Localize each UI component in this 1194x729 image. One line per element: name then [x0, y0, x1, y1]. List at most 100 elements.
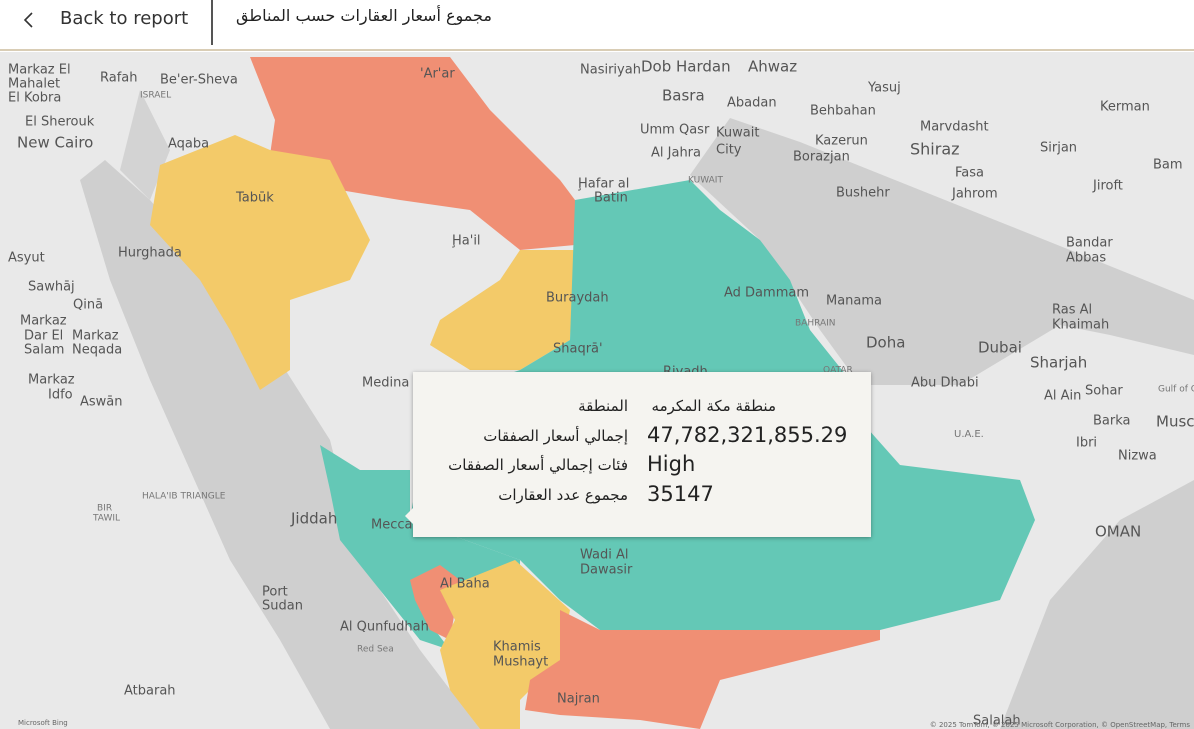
tooltip-label: فئات إجمالي أسعار الصفقات: [448, 456, 628, 474]
map-label: Ahwaz: [748, 58, 797, 76]
map-label: Najran: [557, 692, 600, 707]
map-label: Khaimah: [1052, 318, 1109, 333]
map-label: El Kobra: [8, 91, 61, 106]
map-label: Salalah: [973, 714, 1021, 729]
map-label: Dob Hardan: [641, 58, 731, 76]
chevron-icon: [23, 12, 33, 28]
map-label: Mushayt: [493, 655, 548, 670]
map-label: Ibri: [1076, 436, 1097, 451]
back-label: Back to report: [60, 8, 189, 29]
map-label: Neqada: [72, 343, 122, 358]
map-label: Jiroft: [1092, 179, 1123, 194]
map-label: Marvdasht: [920, 120, 989, 135]
tooltip-label: مجموع عدد العقارات: [498, 485, 628, 504]
map-label: Markaz: [72, 329, 119, 344]
map-label: Markaz El: [8, 63, 71, 78]
arabian-sea: [1000, 480, 1194, 729]
tooltip: المنطقة منطقة مكة المكرمه إجمالي أسعار الص…: [405, 372, 871, 537]
persian-gulf: [690, 118, 1194, 385]
map-label: Bam: [1153, 158, 1183, 173]
map-label: Behbahan: [810, 104, 876, 119]
map-label: Fasa: [955, 166, 984, 181]
map-label: Dubai: [978, 339, 1022, 357]
map-label: Mahalet: [8, 77, 60, 92]
map-label: Abu Dhabi: [911, 376, 979, 391]
map-label: Sohar: [1085, 384, 1123, 399]
region-qassim[interactable]: [430, 250, 575, 370]
map-label: Khamis: [493, 640, 541, 655]
tooltip-value: منطقة مكة المكرمه: [651, 397, 776, 415]
map-attribution: Microsoft Bing: [18, 719, 68, 727]
map-label: Borazjan: [793, 150, 850, 165]
map-label: Shaqrā': [553, 342, 603, 357]
tooltip-value: High: [647, 452, 696, 476]
region-north[interactable]: [250, 57, 575, 250]
map-label: Asyut: [8, 251, 45, 266]
tooltip-label: المنطقة: [578, 397, 628, 415]
tooltip-label: إجمالي أسعار الصفقات: [483, 426, 628, 445]
region-asir[interactable]: [440, 560, 570, 729]
map-label: Ḩa'il: [452, 234, 481, 249]
map-label: Aqaba: [168, 137, 209, 152]
map-label: Al Qunfudhah: [340, 620, 429, 635]
map-label: Buraydah: [546, 291, 609, 306]
map-attribution: © 2025 TomTom, © 2025 Microsoft Corporat…: [930, 721, 1191, 729]
map-label: Ras Al: [1052, 303, 1092, 318]
map-label: Sirjan: [1040, 141, 1077, 156]
region-baha[interactable]: [410, 565, 460, 640]
map-label: Bushehr: [836, 186, 890, 201]
map-label: Yasuj: [867, 81, 901, 96]
map-label: Qinā: [73, 298, 103, 313]
map-label: Al Ain: [1044, 389, 1081, 404]
map-label: Medina: [362, 376, 409, 391]
map-label: U.A.E.: [954, 429, 984, 440]
map-label: BIR: [97, 504, 112, 514]
map-label: Wadi Al: [580, 548, 629, 563]
tooltip-value: 35147: [647, 481, 714, 506]
map-label: El Sherouk: [25, 115, 95, 130]
map-label: Ad Dammam: [724, 286, 809, 301]
map-label: Manama: [826, 294, 882, 309]
map-label: Al Baha: [440, 577, 490, 592]
map-label: QATAR: [823, 366, 853, 376]
region-makkah[interactable]: [320, 445, 520, 650]
map-label: Markaz: [20, 314, 67, 329]
map-label: Kuwait: [716, 126, 759, 141]
map-label: ISRAEL: [140, 91, 171, 101]
map-label: KUWAIT: [688, 176, 723, 186]
map-label: Sudan: [262, 599, 303, 614]
map-label: Abbas: [1066, 251, 1106, 266]
map-label: Umm Qasr: [640, 123, 710, 138]
map-label: Atbarah: [124, 684, 176, 699]
map-label: New Cairo: [17, 134, 93, 152]
map-label: Bandar: [1066, 236, 1113, 251]
back-button[interactable]: Back to report: [22, 8, 188, 29]
map-label: Nasiriyah: [580, 63, 641, 78]
map-label: HALA'IB TRIANGLE: [142, 492, 226, 502]
map-label: Abadan: [727, 96, 777, 111]
map-label: Sawhāj: [28, 280, 75, 295]
map-label: Rafah: [100, 71, 138, 86]
map-label: BAHRAIN: [795, 319, 836, 329]
map-label: Kazerun: [815, 134, 868, 149]
map-label: Idfo: [48, 388, 73, 403]
map-label: Nizwa: [1118, 449, 1157, 464]
page-title: مجموع أسعار العقارات حسب المناطق: [236, 6, 492, 25]
map-label: Sharjah: [1030, 354, 1087, 372]
map-label: Salam: [24, 343, 64, 358]
map-label: Musc: [1156, 413, 1194, 431]
map-label: Shiraz: [910, 140, 960, 159]
region-tabuk[interactable]: [150, 135, 370, 390]
map-label: Mecca: [371, 518, 412, 533]
map-label: Hurghada: [118, 246, 182, 261]
map-label: Kerman: [1100, 100, 1150, 115]
map-label: Batin: [594, 191, 628, 206]
header: Back to report مجموع أسعار العقارات حسب …: [0, 0, 1194, 51]
map-label: Red Sea: [357, 645, 394, 655]
map-label: 'Ar'ar: [420, 67, 455, 82]
map-label: Dawasir: [580, 563, 633, 578]
map-label: Tabūk: [235, 191, 274, 206]
region-najran[interactable]: [525, 610, 880, 729]
